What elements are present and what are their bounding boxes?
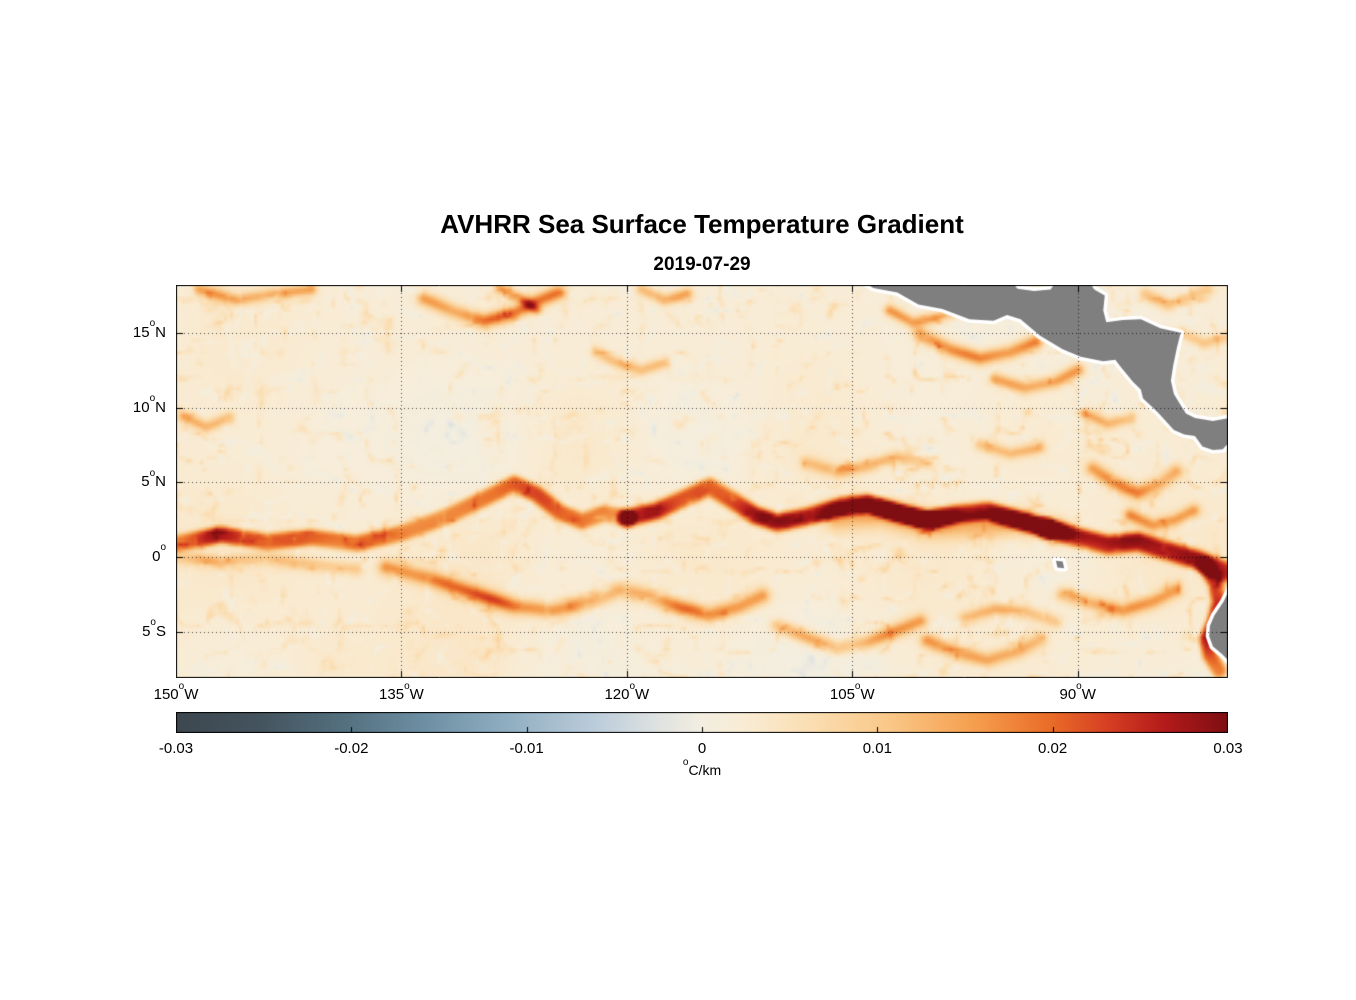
chart-title: AVHRR Sea Surface Temperature Gradient — [440, 209, 964, 239]
degree-superscript: o — [149, 318, 156, 330]
degree-superscript: o — [854, 680, 861, 692]
colorbar-unit-label: oC/km — [176, 756, 1228, 779]
y-axis-tick-label: 10oN — [132, 393, 166, 416]
degree-superscript: o — [178, 680, 185, 692]
colorbar-tick-label: -0.03 — [158, 740, 194, 757]
x-axis-tick-label: 135oW — [379, 680, 424, 703]
sst-gradient-heatmap — [176, 285, 1228, 678]
degree-superscript: o — [149, 467, 156, 479]
x-axis-tick-label: 105oW — [829, 680, 875, 703]
colorbar-tick-label: 0.01 — [862, 740, 892, 757]
y-axis-tick-label: 15oN — [132, 318, 166, 341]
x-axis-tick-label: 90oW — [1059, 680, 1096, 703]
degree-superscript: o — [682, 756, 689, 768]
degree-superscript: o — [160, 542, 166, 554]
colorbar-tick-label: 0 — [697, 740, 707, 757]
y-axis-tick-label: 0o — [152, 542, 166, 565]
degree-superscript: o — [404, 680, 410, 692]
y-axis-tick-label: 5oS — [142, 617, 166, 640]
degree-superscript: o — [149, 393, 156, 405]
x-axis-tick-label: 150oW — [153, 680, 199, 703]
colorbar-tick-label: -0.01 — [509, 740, 544, 757]
degree-superscript: o — [1076, 680, 1082, 692]
degree-superscript: o — [150, 617, 156, 629]
degree-superscript: o — [629, 680, 636, 692]
colorbar-tick-label: -0.02 — [334, 740, 369, 757]
x-axis-tick-label: 120oW — [604, 680, 650, 703]
colorbar-tick-label: 0.02 — [1038, 740, 1068, 757]
chart-date-subtitle: 2019-07-29 — [653, 254, 751, 275]
colorbar-tick-label: 0.03 — [1213, 740, 1243, 757]
y-axis-tick-label: 5oN — [141, 467, 166, 491]
colorbar-unit-text: oC/km — [682, 756, 722, 778]
colorbar-gradient — [176, 712, 1228, 733]
